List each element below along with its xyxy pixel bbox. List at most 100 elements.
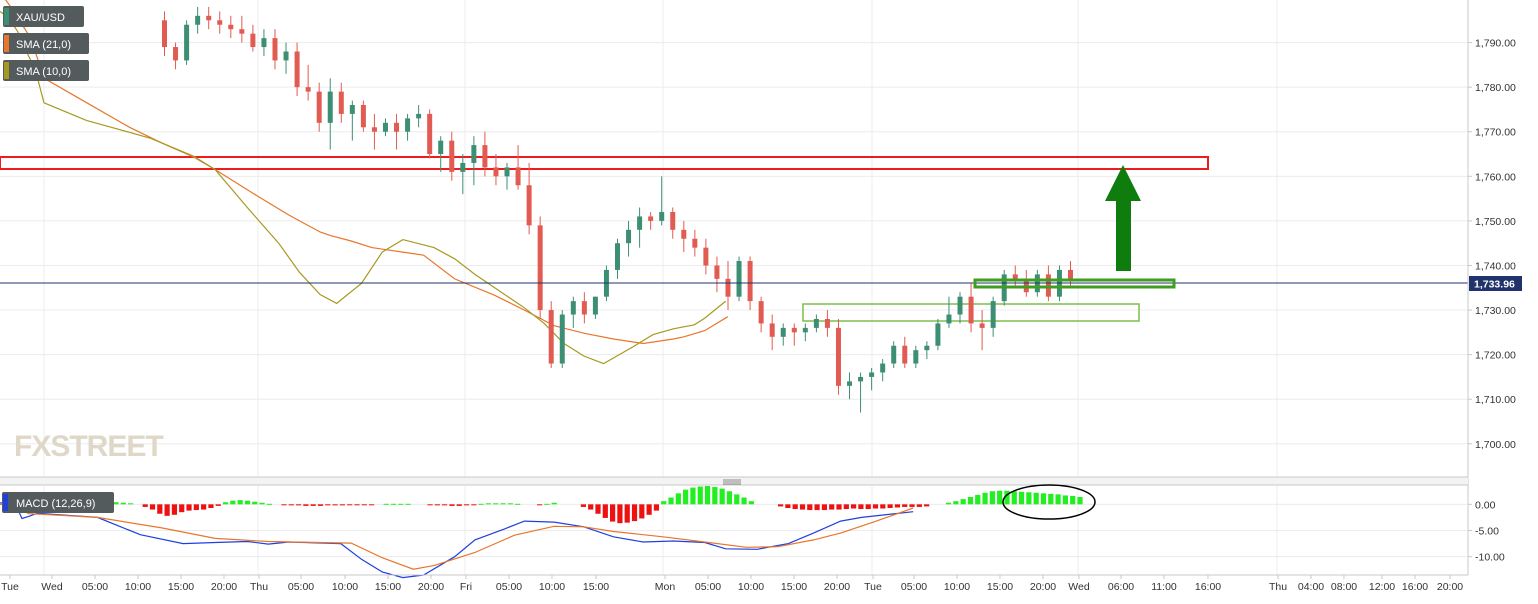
candle-body <box>327 91 333 123</box>
macd-bar <box>288 504 294 506</box>
macd-bar <box>157 504 163 514</box>
macd-bar <box>201 504 207 510</box>
macd-bar <box>215 504 221 506</box>
candle <box>769 314 775 351</box>
macd-legend[interactable]: MACD (12,26,9) <box>2 492 114 513</box>
time-tick-label: 10:00 <box>332 581 358 593</box>
macd-bar <box>675 493 681 505</box>
candle <box>173 42 179 70</box>
candle <box>791 323 797 346</box>
macd-bar <box>427 504 433 506</box>
price-tick-label: 1,730.00 <box>1475 305 1516 317</box>
pane-resize-handle[interactable] <box>723 479 741 485</box>
macd-bar <box>617 504 623 524</box>
macd-bar <box>120 502 126 505</box>
macd-grid <box>0 486 1468 575</box>
macd-bar <box>237 500 243 505</box>
candle <box>394 113 400 150</box>
candle-body <box>957 296 963 315</box>
candle <box>935 318 941 351</box>
macd-bar <box>398 503 404 505</box>
macd-bar <box>193 504 199 511</box>
price-tick-label: 1,720.00 <box>1475 350 1516 362</box>
time-tick-label: 10:00 <box>539 581 565 593</box>
macd-bar <box>821 504 827 511</box>
macd-bar <box>916 504 922 507</box>
macd-bar <box>485 503 492 505</box>
time-tick-label: 04:00 <box>1298 581 1324 593</box>
candle-body <box>769 323 775 337</box>
macd-bar <box>149 504 156 510</box>
macd-bar <box>244 500 251 505</box>
macd-bar <box>449 504 455 506</box>
candle-body <box>824 318 830 328</box>
candle-body <box>548 310 554 364</box>
macd-bar <box>858 504 864 510</box>
time-tick-label: Wed <box>41 581 63 593</box>
price-tag[interactable]: 1,733.96 <box>1469 276 1522 291</box>
macd-bar <box>463 504 470 506</box>
macd-bar <box>252 501 258 505</box>
price-tick-label: 1,710.00 <box>1475 394 1516 406</box>
candle-body <box>791 327 797 333</box>
macd-bar <box>1018 491 1025 505</box>
candle <box>272 29 278 70</box>
candle <box>482 131 488 177</box>
candle <box>968 283 974 333</box>
candle-body <box>935 323 941 346</box>
macd-bar <box>1048 493 1054 505</box>
macd-bar <box>580 504 586 507</box>
candle-body <box>725 278 731 297</box>
time-tick-label: 05:00 <box>82 581 108 593</box>
candle-body <box>438 140 444 155</box>
time-tick-label: 16:00 <box>1402 581 1428 593</box>
candle <box>637 207 643 248</box>
candle <box>725 261 731 311</box>
candle-body <box>880 363 886 373</box>
candle <box>504 162 510 190</box>
candle-body <box>891 345 897 364</box>
candle <box>615 238 620 279</box>
candle <box>880 359 886 382</box>
macd-lines <box>0 502 914 579</box>
candle <box>537 216 543 319</box>
candle <box>382 118 388 137</box>
legend-label-sma21: SMA (21,0) <box>16 39 71 51</box>
candle <box>858 372 864 413</box>
price-tick-label: 1,740.00 <box>1475 260 1516 272</box>
candle <box>824 310 830 337</box>
macd-bar <box>128 503 134 505</box>
candle-body <box>405 118 411 132</box>
candle <box>979 310 985 351</box>
candle-body <box>858 376 864 382</box>
macd-bar <box>829 504 835 510</box>
macd-bar <box>281 504 287 506</box>
macd-bar <box>894 504 901 508</box>
candle-body <box>670 211 676 230</box>
candle-body <box>946 314 952 324</box>
candle-body <box>637 216 643 230</box>
candle <box>250 24 256 52</box>
time-tick-label: 20:00 <box>211 581 237 593</box>
candle <box>349 100 355 141</box>
macd-bar <box>719 488 725 505</box>
macd-bar <box>434 504 440 506</box>
price-tick-label: 1,790.00 <box>1475 38 1516 50</box>
macd-bar <box>295 504 302 506</box>
macd-tick-label: -5.00 <box>1475 526 1499 538</box>
candle <box>371 113 377 150</box>
candle <box>592 296 598 319</box>
candle-body <box>615 243 620 270</box>
candle <box>416 104 422 128</box>
candle-body <box>349 104 355 114</box>
macd-bar <box>639 504 645 519</box>
macd-bar <box>726 491 733 505</box>
candle-body <box>261 38 267 48</box>
macd-bar <box>902 504 908 507</box>
macd-bar <box>113 502 119 505</box>
legend-item-sma10[interactable]: SMA (10,0) <box>3 60 89 81</box>
candle <box>427 109 433 159</box>
candle <box>360 100 366 132</box>
legend-item-sma21[interactable]: SMA (21,0) <box>3 33 89 54</box>
legend-item-xauusd[interactable]: XAU/USD <box>3 6 84 27</box>
